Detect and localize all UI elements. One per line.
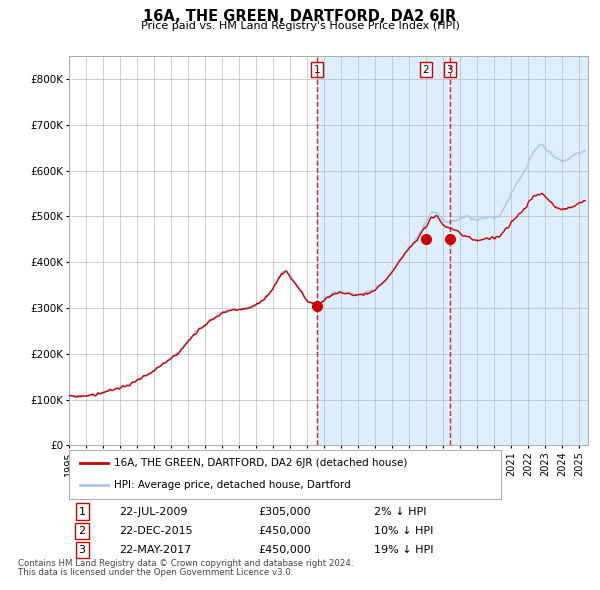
Text: 16A, THE GREEN, DARTFORD, DA2 6JR: 16A, THE GREEN, DARTFORD, DA2 6JR (143, 9, 457, 24)
Text: 16A, THE GREEN, DARTFORD, DA2 6JR (detached house): 16A, THE GREEN, DARTFORD, DA2 6JR (detac… (115, 458, 408, 468)
Text: £450,000: £450,000 (258, 545, 311, 555)
Text: £450,000: £450,000 (258, 526, 311, 536)
Text: 19% ↓ HPI: 19% ↓ HPI (373, 545, 433, 555)
Text: 2: 2 (422, 65, 429, 75)
Text: Contains HM Land Registry data © Crown copyright and database right 2024.: Contains HM Land Registry data © Crown c… (18, 559, 353, 568)
Text: 2: 2 (79, 526, 86, 536)
Text: 2% ↓ HPI: 2% ↓ HPI (373, 507, 426, 517)
Text: HPI: Average price, detached house, Dartford: HPI: Average price, detached house, Dart… (115, 480, 351, 490)
Text: £305,000: £305,000 (258, 507, 311, 517)
Text: 1: 1 (313, 65, 320, 75)
Text: 22-DEC-2015: 22-DEC-2015 (119, 526, 193, 536)
Text: 3: 3 (79, 545, 86, 555)
Text: Price paid vs. HM Land Registry's House Price Index (HPI): Price paid vs. HM Land Registry's House … (140, 21, 460, 31)
Text: 10% ↓ HPI: 10% ↓ HPI (373, 526, 433, 536)
Text: 22-MAY-2017: 22-MAY-2017 (119, 545, 191, 555)
Text: 3: 3 (446, 65, 453, 75)
Bar (317, 56, 600, 445)
Text: 1: 1 (79, 507, 86, 517)
Text: This data is licensed under the Open Government Licence v3.0.: This data is licensed under the Open Gov… (18, 568, 293, 577)
Text: 22-JUL-2009: 22-JUL-2009 (119, 507, 187, 517)
